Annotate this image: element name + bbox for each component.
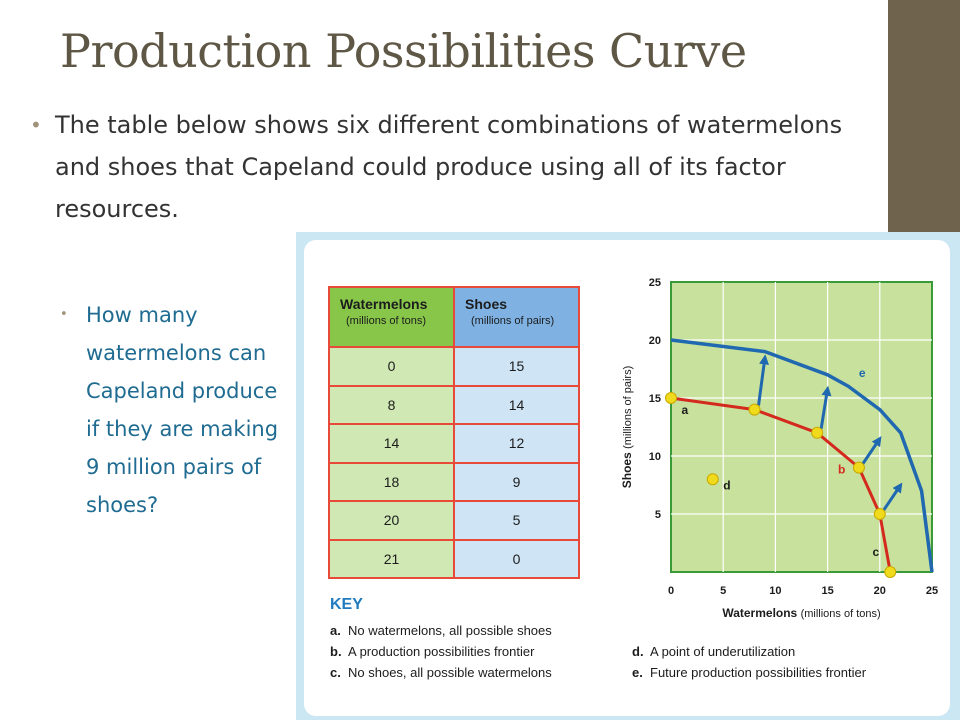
sub-bullet: • How many watermelons can Capeland prod…	[60, 296, 290, 524]
table-cell: 8	[330, 386, 455, 423]
data-point	[748, 403, 761, 416]
table-row: 21 0	[330, 538, 578, 577]
y-axis-title: Shoes (millions of pairs)	[620, 366, 634, 489]
x-tick-label: 25	[926, 585, 938, 597]
header-label: Watermelons	[340, 296, 428, 312]
y-tick-label: 20	[649, 335, 661, 347]
main-bullet: • The table below shows six different co…	[30, 104, 880, 230]
table-cell: 15	[455, 348, 578, 385]
key-text: Future production possibilities frontier	[650, 665, 867, 680]
header-unit: (millions of tons)	[346, 315, 427, 327]
shift-arrow	[882, 482, 903, 511]
header-label: Shoes	[465, 296, 508, 312]
key-letter: d.	[632, 644, 644, 659]
key-letter: a.	[330, 623, 341, 638]
table-row: 8 14	[330, 384, 578, 423]
key-letter: c.	[330, 665, 341, 680]
data-point	[811, 426, 824, 439]
key-text: No shoes, all possible watermelons	[348, 665, 552, 680]
point-label: b	[838, 462, 845, 476]
key-text: No watermelons, all possible shoes	[348, 623, 552, 638]
header-watermelons: Watermelons (millions of tons)	[330, 288, 455, 346]
data-point	[873, 508, 886, 520]
chart-key: KEY a. No watermelons, all possible shoes…	[330, 596, 930, 680]
key-item-d: d. A point of underutilization	[632, 641, 866, 662]
y-tick-label: 25	[649, 277, 661, 289]
key-title: KEY	[330, 596, 363, 613]
table-row: 0 15	[330, 346, 578, 385]
table-cell: 21	[330, 540, 455, 577]
table-cell: 12	[455, 425, 578, 462]
table-row: 14 12	[330, 423, 578, 462]
point-label: e	[859, 366, 866, 380]
ppf-chart: 0 5 10 15 20 25 5 10 15 20 25 Watermelons (millions…	[620, 277, 938, 620]
table-cell: 18	[330, 463, 455, 500]
production-table: Watermelons (millions of tons) Shoes (mi…	[328, 286, 580, 579]
key-text: A production possibilities frontier	[348, 644, 535, 659]
key-letter: e.	[632, 665, 643, 680]
table-cell: 14	[330, 425, 455, 462]
x-tick-label: 0	[668, 585, 674, 597]
data-point	[852, 461, 865, 474]
key-item-a: a. No watermelons, all possible shoes	[330, 620, 552, 641]
table-header: Watermelons (millions of tons) Shoes (mi…	[330, 288, 578, 346]
data-point-d	[706, 473, 719, 486]
key-text: A point of underutilization	[650, 644, 796, 659]
key-item-e: e. Future production possibilities fronti…	[632, 662, 866, 683]
point-label: c	[872, 545, 879, 559]
key-letter: b.	[330, 644, 342, 659]
header-unit: (millions of pairs)	[471, 315, 555, 327]
table-cell: 0	[455, 540, 578, 577]
point-label: d	[723, 479, 730, 493]
sub-bullet-text: How many watermelons can Capeland produc…	[86, 303, 279, 517]
table-row: 20 5	[330, 500, 578, 539]
bullet-dot-icon: •	[30, 113, 42, 137]
y-tick-label: 10	[649, 451, 661, 463]
key-item-b: b. A production possibilities frontier	[330, 641, 552, 662]
table-cell: 9	[455, 463, 578, 500]
key-column-right: d. A point of underutilization e. Future p…	[632, 641, 866, 683]
shift-arrow	[757, 354, 769, 406]
slide-title: Production Possibilities Curve	[60, 24, 747, 78]
data-point	[884, 566, 897, 578]
table-row: 18 9	[330, 461, 578, 500]
series-line-e	[670, 338, 934, 573]
x-tick-label: 20	[874, 585, 886, 597]
main-bullet-text: The table below shows six different comb…	[55, 111, 843, 223]
header-shoes: Shoes (millions of pairs)	[455, 288, 578, 346]
table-cell: 14	[455, 386, 578, 423]
y-tick-label: 5	[655, 509, 661, 521]
x-tick-label: 15	[821, 585, 833, 597]
y-tick-label: 15	[649, 393, 661, 405]
key-item-c: c. No shoes, all possible watermelons	[330, 662, 552, 683]
x-tick-label: 10	[769, 585, 781, 597]
shift-arrow	[819, 385, 832, 430]
table-cell: 5	[455, 502, 578, 539]
x-axis-title: Watermelons (millions of tons)	[722, 606, 880, 620]
table-cell: 20	[330, 502, 455, 539]
table-cell: 0	[330, 348, 455, 385]
shift-arrow	[861, 436, 882, 465]
x-tick-label: 5	[720, 585, 726, 597]
series-line-b	[670, 396, 892, 573]
key-column-left: a. No watermelons, all possible shoes b. A…	[330, 620, 552, 683]
bullet-dot-icon: •	[60, 307, 68, 322]
data-point	[665, 392, 677, 404]
accent-bar	[888, 0, 960, 232]
point-label: a	[681, 403, 688, 417]
